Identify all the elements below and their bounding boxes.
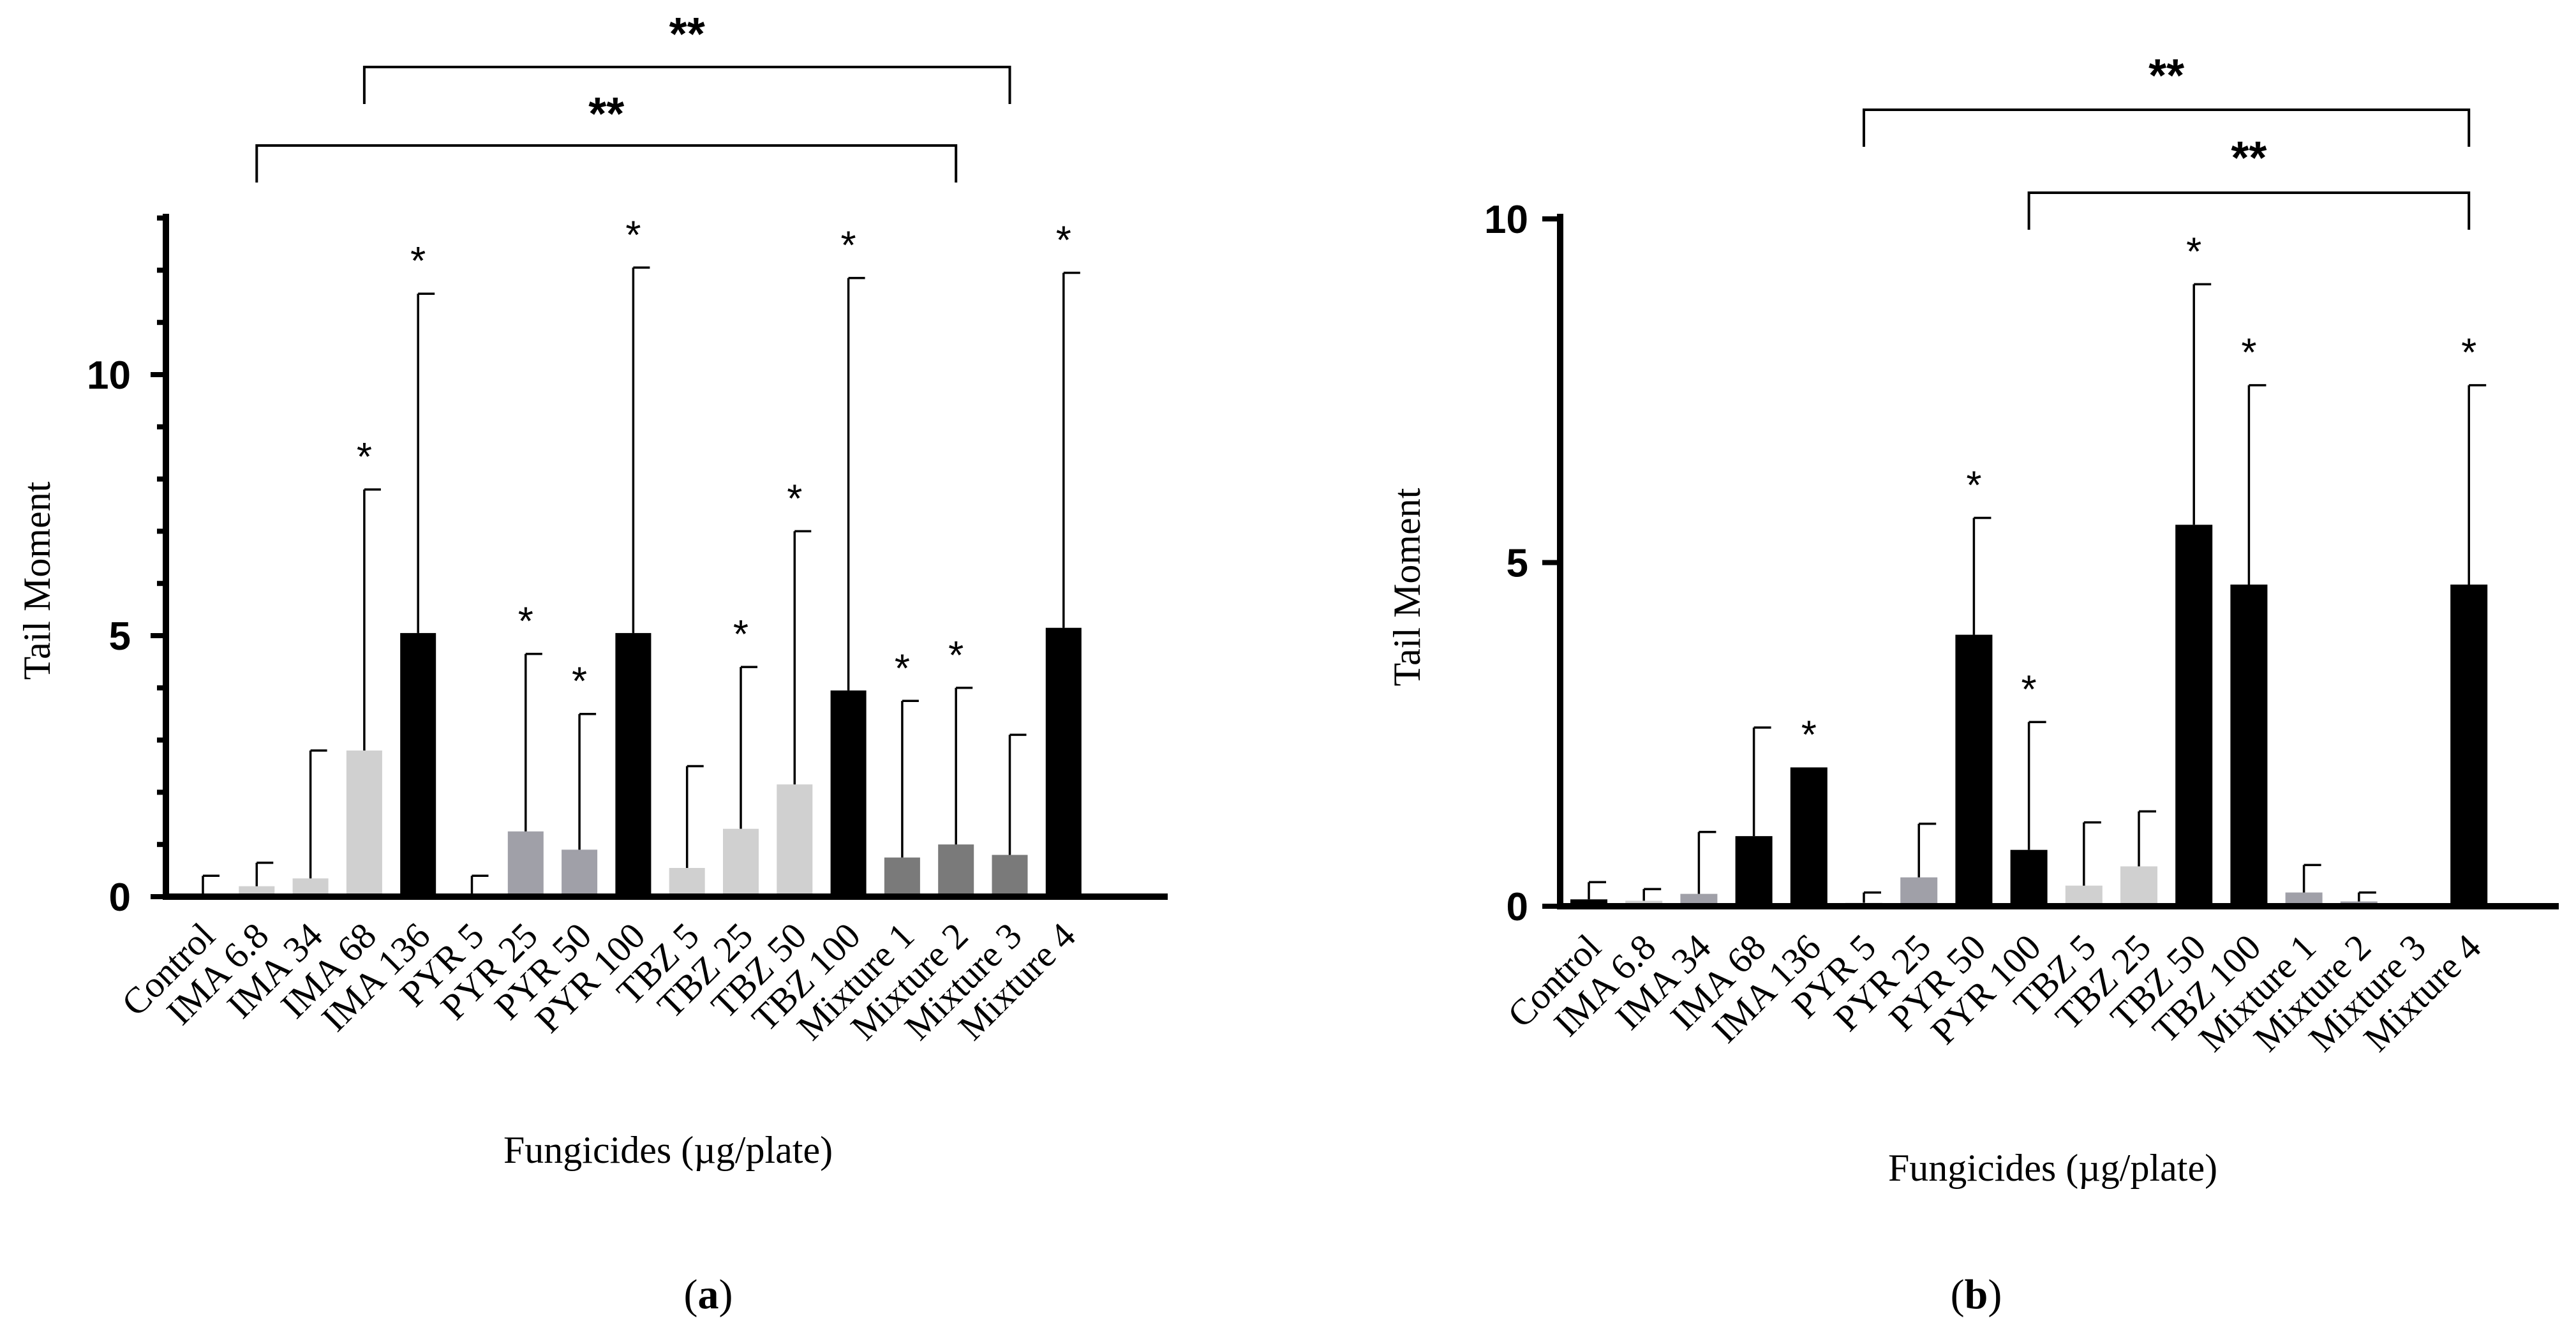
significance-star: * xyxy=(2186,230,2201,274)
chart-panel-b: Tail Moment Fungicides (µg/plate) (b) Co… xyxy=(1386,50,2559,1318)
bar xyxy=(2010,849,2048,906)
panel-a-label-letter: a xyxy=(698,1271,719,1318)
y-tick-label: 5 xyxy=(1507,542,1528,586)
y-tick-label: 0 xyxy=(109,876,131,920)
panel-a-x-axis-title: Fungicides (µg/plate) xyxy=(503,1129,833,1171)
significance-star: * xyxy=(2021,668,2037,712)
bar xyxy=(669,868,705,897)
bar xyxy=(2120,866,2157,906)
panel-a-y-axis-title: Tail Moment xyxy=(16,481,58,680)
panel-b-label: (b) xyxy=(1951,1271,2002,1318)
significance-star: * xyxy=(518,600,533,644)
significance-bracket xyxy=(362,66,1011,104)
y-tick-label: 5 xyxy=(109,615,131,659)
y-tick-label: 10 xyxy=(87,354,131,398)
significance-star: * xyxy=(787,477,802,521)
bar xyxy=(346,750,382,897)
significance-star: * xyxy=(572,660,587,704)
bar xyxy=(2450,584,2488,906)
bar xyxy=(992,855,1028,897)
bar xyxy=(830,690,867,897)
significance-star: * xyxy=(948,634,964,678)
significance-bracket-label: ** xyxy=(2231,133,2267,184)
panel-b-x-axis-title: Fungicides (µg/plate) xyxy=(1888,1147,2217,1189)
significance-bracket-label: ** xyxy=(588,89,624,140)
bar xyxy=(777,784,813,897)
bar xyxy=(1045,627,1082,897)
panel-b-label-letter: b xyxy=(1965,1271,1988,1318)
significance-star: * xyxy=(625,213,641,257)
significance-star: * xyxy=(1966,463,1981,507)
panel-a-label: (a) xyxy=(684,1271,733,1318)
significance-star: * xyxy=(2241,331,2256,375)
bar xyxy=(2065,885,2103,906)
bar xyxy=(400,632,436,897)
significance-star: * xyxy=(733,613,748,657)
significance-star: * xyxy=(1056,218,1071,262)
bar xyxy=(2175,525,2213,906)
significance-star: * xyxy=(841,224,856,268)
bar xyxy=(562,849,598,897)
bar xyxy=(884,857,920,897)
bar xyxy=(1570,899,1607,906)
bar xyxy=(723,828,759,897)
significance-star: * xyxy=(357,435,372,479)
bar xyxy=(2285,892,2323,906)
y-tick-label: 0 xyxy=(1507,885,1528,929)
panel-b-y-axis-title: Tail Moment xyxy=(1386,488,1428,686)
significance-bracket-label: ** xyxy=(669,9,705,60)
bar xyxy=(1735,836,1773,906)
bar xyxy=(1900,877,1938,906)
significance-star: * xyxy=(895,646,910,691)
bar xyxy=(615,632,651,897)
significance-star: * xyxy=(2461,331,2476,375)
significance-bracket xyxy=(255,144,958,183)
bar xyxy=(938,844,974,897)
bar xyxy=(2230,584,2268,906)
significance-bracket xyxy=(2027,191,2471,230)
bar xyxy=(1955,634,1993,906)
chart-panel-a: Tail Moment Fungicides (µg/plate) (a) Co… xyxy=(16,9,1168,1318)
significance-bracket-label: ** xyxy=(2148,50,2184,101)
bar xyxy=(1790,767,1828,906)
y-tick-label: 10 xyxy=(1484,198,1528,242)
significance-star: * xyxy=(410,239,426,283)
significance-star: * xyxy=(1801,713,1817,757)
significance-bracket xyxy=(1863,108,2471,147)
bar xyxy=(507,831,544,897)
